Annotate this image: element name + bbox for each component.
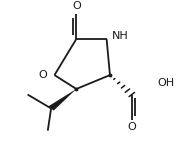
Text: O: O: [38, 70, 47, 80]
Text: OH: OH: [157, 78, 174, 88]
Polygon shape: [49, 89, 76, 111]
Text: O: O: [127, 122, 136, 132]
Text: NH: NH: [112, 31, 128, 41]
Text: O: O: [72, 1, 81, 11]
